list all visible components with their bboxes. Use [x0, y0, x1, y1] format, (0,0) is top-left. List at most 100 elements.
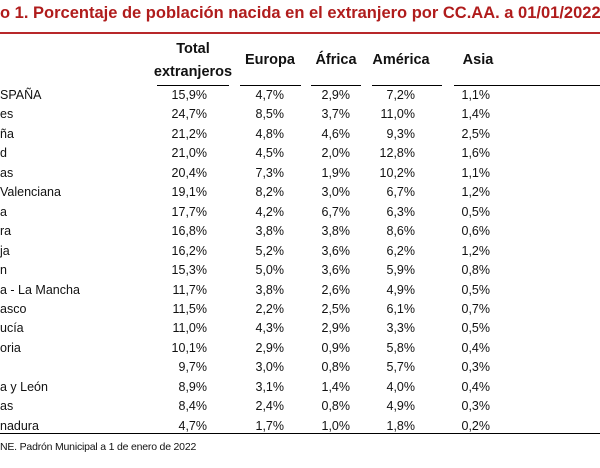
cell-europa: 8,2%: [255, 185, 285, 200]
cell-america: 12,8%: [379, 146, 415, 161]
table-row: as 20,4% 7,3% 1,9% 10,2% 1,1%: [0, 164, 600, 183]
header-america: América: [372, 52, 430, 68]
table-row: d 21,0% 4,5% 2,0% 12,8% 1,6%: [0, 144, 600, 163]
cell-asia: 0,6%: [461, 224, 491, 239]
table-row: a 17,7% 4,2% 6,7% 6,3% 0,5%: [0, 203, 600, 222]
row-label: ucía: [0, 321, 24, 336]
cell-total: 16,8%: [171, 224, 207, 239]
cell-europa: 3,8%: [255, 224, 285, 239]
row-label: ra: [0, 224, 12, 239]
cell-america: 6,3%: [386, 204, 416, 219]
cell-total: 11,5%: [172, 301, 207, 316]
header-asia: Asia: [462, 52, 494, 68]
cell-europa: 8,5%: [255, 107, 285, 122]
cell-asia: 0,4%: [461, 379, 491, 394]
cell-total: 19,1%: [171, 185, 207, 200]
cell-america: 5,8%: [386, 340, 416, 355]
header-total-line1: Total: [176, 41, 210, 57]
cell-europa: 5,2%: [255, 243, 285, 258]
cell-africa: 3,8%: [321, 224, 351, 239]
cell-africa: 2,9%: [321, 321, 351, 336]
row-label: as: [0, 165, 14, 180]
cell-total: 11,7%: [172, 282, 207, 297]
header-underline: [240, 85, 301, 86]
cell-total: 15,3%: [171, 263, 207, 278]
cell-america: 8,6%: [386, 224, 416, 239]
title-divider: [0, 32, 600, 34]
cell-asia: 1,2%: [461, 243, 491, 258]
cell-europa: 5,0%: [255, 263, 285, 278]
cell-africa: 3,7%: [321, 107, 351, 122]
header-total-line2: extranjeros: [153, 64, 233, 80]
cell-asia: 0,3%: [461, 399, 491, 414]
cell-asia: 0,5%: [461, 204, 491, 219]
cell-asia: 0,7%: [461, 301, 491, 316]
header-underline: [311, 85, 361, 86]
row-label: nadura: [0, 418, 39, 433]
table-row: ja 16,2% 5,2% 3,6% 6,2% 1,2%: [0, 242, 600, 261]
header-underline: [157, 85, 229, 86]
cell-asia: 1,6%: [461, 146, 491, 161]
cell-africa: 0,8%: [321, 360, 351, 375]
cell-total: 21,2%: [171, 126, 207, 141]
cell-africa: 1,0%: [321, 418, 351, 433]
table-row: asco 11,5% 2,2% 2,5% 6,1% 0,7%: [0, 300, 600, 319]
cell-africa: 2,0%: [321, 146, 351, 161]
table-row: as 8,4% 2,4% 0,8% 4,9% 0,3%: [0, 397, 600, 416]
table-row: n 15,3% 5,0% 3,6% 5,9% 0,8%: [0, 261, 600, 280]
table-row: oria 10,1% 2,9% 0,9% 5,8% 0,4%: [0, 339, 600, 358]
header-underline: [372, 85, 442, 86]
cell-america: 5,7%: [386, 360, 416, 375]
cell-total: 21,0%: [171, 146, 207, 161]
cell-europa: 3,8%: [255, 282, 285, 297]
cell-america: 6,1%: [386, 301, 416, 316]
cell-total: 10,1%: [171, 340, 207, 355]
cell-africa: 4,6%: [321, 126, 351, 141]
cell-europa: 4,3%: [255, 321, 285, 336]
row-label: es: [0, 107, 14, 122]
cell-asia: 1,4%: [461, 107, 491, 122]
cell-america: 5,9%: [386, 263, 416, 278]
cell-america: 4,0%: [386, 379, 416, 394]
table-row: ña 21,2% 4,8% 4,6% 9,3% 2,5%: [0, 125, 600, 144]
table-row: ra 16,8% 3,8% 3,8% 8,6% 0,6%: [0, 222, 600, 241]
cell-total: 9,7%: [178, 360, 208, 375]
cell-asia: 0,3%: [461, 360, 491, 375]
cell-america: 3,3%: [386, 321, 416, 336]
cell-africa: 1,9%: [321, 165, 351, 180]
cell-america: 9,3%: [386, 126, 416, 141]
row-label: SPAÑA: [0, 88, 42, 102]
cell-total: 24,7%: [171, 107, 207, 122]
cell-total: 8,4%: [178, 399, 208, 414]
cell-asia: 0,2%: [461, 418, 491, 433]
cell-america: 11,0%: [380, 107, 415, 122]
cell-total: 15,9%: [171, 88, 207, 102]
row-label: ja: [0, 243, 10, 258]
table-row: 9,7% 3,0% 0,8% 5,7% 0,3%: [0, 358, 600, 377]
cell-asia: 1,1%: [461, 165, 491, 180]
cell-america: 10,2%: [379, 165, 415, 180]
row-label: ña: [0, 126, 14, 141]
cell-europa: 2,9%: [255, 340, 285, 355]
row-label: a - La Mancha: [0, 282, 80, 297]
cell-asia: 1,2%: [461, 185, 491, 200]
cell-africa: 2,9%: [321, 88, 351, 102]
cell-europa: 2,2%: [255, 301, 285, 316]
cell-america: 1,8%: [386, 418, 416, 433]
cell-africa: 2,5%: [321, 301, 351, 316]
row-label: n: [0, 263, 7, 278]
row-label: d: [0, 146, 7, 161]
header-europa: Europa: [245, 52, 295, 68]
cell-europa: 4,2%: [255, 204, 285, 219]
cell-africa: 1,4%: [321, 379, 351, 394]
row-label: oria: [0, 340, 21, 355]
cell-africa: 3,6%: [321, 243, 351, 258]
cell-asia: 0,5%: [461, 282, 491, 297]
cell-total: 4,7%: [178, 418, 208, 433]
cell-europa: 4,8%: [255, 126, 285, 141]
table-row: es 24,7% 8,5% 3,7% 11,0% 1,4%: [0, 105, 600, 124]
cell-asia: 2,5%: [461, 126, 491, 141]
cell-america: 6,7%: [386, 185, 416, 200]
cell-america: 4,9%: [386, 282, 416, 297]
header-africa: África: [315, 52, 357, 68]
